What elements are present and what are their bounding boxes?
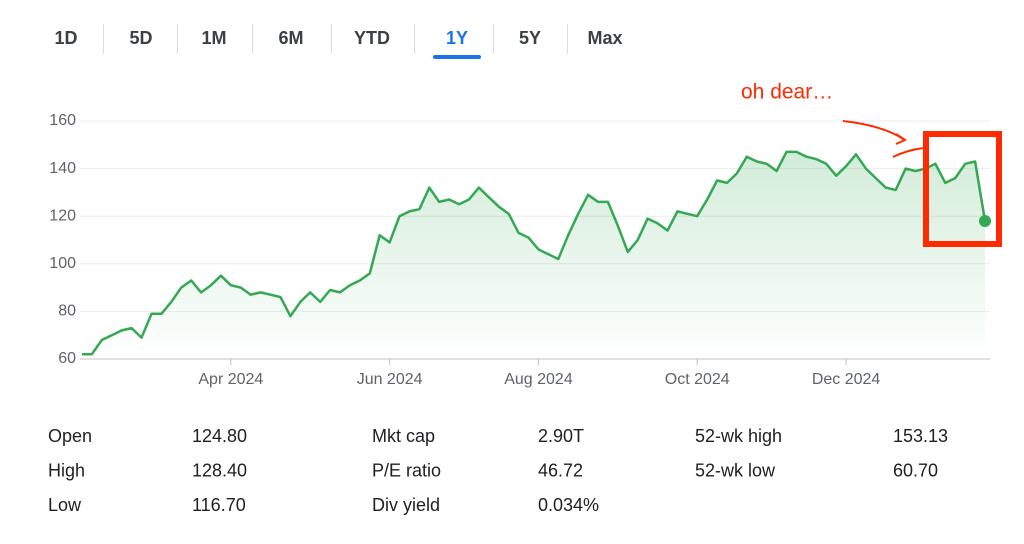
tab-underline xyxy=(433,55,481,59)
stat-label: 52-wk low xyxy=(695,460,776,480)
x-tick-label: Dec 2024 xyxy=(812,371,881,388)
range-tab[interactable]: 5Y xyxy=(519,28,541,48)
highlight-box xyxy=(923,131,1002,247)
arrow xyxy=(892,147,925,158)
stat-label: Mkt cap xyxy=(372,426,435,446)
y-tick-label: 80 xyxy=(58,303,76,320)
x-tick-label: Apr 2024 xyxy=(198,371,263,388)
stat-value: 2.90T xyxy=(538,426,584,446)
range-tab[interactable]: YTD xyxy=(354,28,390,48)
annotation: oh dear… xyxy=(741,81,833,104)
arrow-head xyxy=(895,133,908,145)
stat-value: 60.70 xyxy=(893,460,938,480)
arrow xyxy=(842,120,906,141)
range-tabs: 1D 5D 1M 6M YTD 1Y 5Y Max xyxy=(54,24,623,59)
y-tick-label: 160 xyxy=(49,112,76,129)
y-tick-label: 60 xyxy=(58,350,76,367)
range-tab[interactable]: 6M xyxy=(278,28,303,48)
stat-value: 124.80 xyxy=(192,426,247,446)
stat-value: 153.13 xyxy=(893,426,948,446)
chart: 60 80 100 120 140 160 Apr 2024 Jun 2024 Aug 2024… xyxy=(49,112,991,388)
price-line xyxy=(82,150,987,356)
stat-value: 0.034% xyxy=(538,495,599,515)
range-tab[interactable]: 5D xyxy=(129,28,152,48)
y-tick-label: 140 xyxy=(49,160,76,177)
x-tick-label: Jun 2024 xyxy=(357,371,423,388)
stat-label: 52-wk high xyxy=(695,426,782,446)
stat-label: Low xyxy=(48,495,82,515)
x-tick-label: Aug 2024 xyxy=(504,371,573,388)
stat-value: 116.70 xyxy=(192,495,246,515)
last-point xyxy=(979,214,991,227)
range-tab[interactable]: 1M xyxy=(201,28,226,48)
stat-label: Open xyxy=(48,426,92,446)
range-tab[interactable]: Max xyxy=(587,28,622,48)
stat-label: P/E ratio xyxy=(372,460,441,480)
stat-label: Div yield xyxy=(372,495,440,515)
range-tab[interactable]: 1Y xyxy=(446,28,468,48)
range-tab[interactable]: 1D xyxy=(54,28,77,48)
stat-label: High xyxy=(48,460,85,480)
stat-value: 128.40 xyxy=(192,460,247,480)
area xyxy=(82,151,985,359)
x-tick-label: Oct 2024 xyxy=(665,371,730,388)
y-tick-label: 120 xyxy=(49,207,76,224)
y-tick-label: 100 xyxy=(49,255,76,272)
stat-value: 46.72 xyxy=(538,460,583,480)
stats-table: Open 124.80 Mkt cap 2.90T 52-wk high 153.13 Hi… xyxy=(48,426,948,515)
